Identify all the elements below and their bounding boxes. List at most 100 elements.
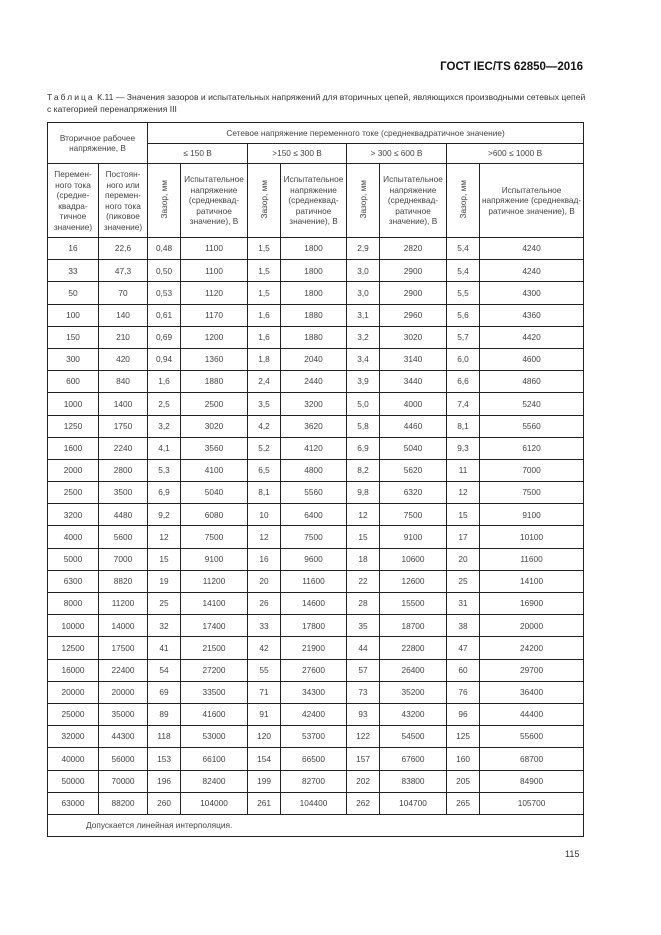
table-cell: 3560: [180, 436, 249, 460]
table-cell: 29700: [479, 658, 585, 682]
table-cell: 6300: [47, 569, 99, 594]
caption-label: Таблица: [47, 92, 95, 102]
table-cell: 89: [147, 702, 182, 727]
table-cell: 2440: [280, 370, 348, 394]
table-cell: 12: [147, 525, 182, 549]
table-cell: 82400: [180, 769, 249, 793]
table-cell: 3440: [379, 370, 448, 394]
table-cell: 3,0: [346, 259, 381, 283]
table-cell: 4000: [379, 392, 448, 416]
table-cell: 9600: [280, 547, 348, 571]
table-cell: 7500: [280, 525, 348, 549]
table-cell: 6,0: [446, 347, 481, 372]
table-cell: 35: [346, 614, 381, 638]
table-cell: 4240: [479, 236, 585, 261]
table-cell: 1170: [180, 303, 249, 327]
table-cell: 5,2: [247, 436, 282, 460]
table-cell: 12: [346, 503, 381, 527]
table-cell: 1,5: [247, 281, 282, 305]
table-cell: 1,6: [247, 325, 282, 349]
table-cell: 300: [47, 347, 99, 372]
table-cell: 96: [446, 702, 481, 727]
table-cell: 1,6: [147, 370, 182, 394]
table-cell: 55600: [479, 725, 585, 749]
header-range-1: ≤ 150 В: [147, 143, 249, 164]
table-cell: 154: [247, 747, 282, 771]
table-row: 6300 8820 19 11200 20 11600 22 12600 25 14100: [47, 569, 585, 594]
table-cell: 1200: [180, 325, 249, 349]
table-cell: 3,4: [346, 347, 381, 372]
gap-label: Зазор, мм: [258, 180, 269, 219]
table-cell: 2,9: [346, 236, 381, 261]
table-cell: 83800: [379, 769, 448, 793]
table-cell: 12: [247, 525, 282, 549]
table-cell: 15500: [379, 591, 448, 616]
table-cell: 68700: [479, 747, 585, 771]
table-cell: 199: [247, 769, 282, 793]
table-cell: 6,9: [147, 481, 182, 505]
table-cell: 1360: [180, 347, 249, 372]
table-cell: 1250: [47, 414, 99, 438]
header-test-4: Испытательное напряжение (среднеквад-рат…: [479, 163, 585, 238]
table-cell: 33500: [180, 680, 249, 704]
table-cell: 2900: [379, 259, 448, 283]
table-cell: 32: [147, 614, 182, 638]
table-row: 2500 3500 6,9 5040 8,1 5560 9,8 6320 12 7500: [47, 481, 585, 505]
table-row: 16000 22400 54 27200 55 27600 57 26400 60 29700: [47, 658, 585, 682]
table-cell: 9,3: [446, 436, 481, 460]
table-cell: 11600: [280, 569, 348, 594]
table-row: 50000 70000 196 82400 199 82700 202 83800 205 849…: [47, 769, 585, 793]
table-row: 63000 88200 260 104000 261 104400 262 104700 265…: [47, 791, 585, 815]
table-cell: 3,9: [346, 370, 381, 394]
page-number: 115: [565, 849, 580, 859]
header-gap-1: Зазор, мм: [147, 163, 182, 238]
table-cell: 120: [247, 725, 282, 749]
table-cell: 7500: [180, 525, 249, 549]
table-cell: 40000: [47, 747, 99, 771]
table-cell: 41: [147, 636, 182, 660]
table-cell: 32000: [47, 725, 99, 749]
table-cell: 17: [446, 525, 481, 549]
table-cell: 3620: [280, 414, 348, 438]
table-cell: 53000: [180, 725, 249, 749]
table-row: 40000 56000 153 66100 154 66500 157 67600 160 687…: [47, 747, 585, 771]
table-cell: 0,50: [147, 259, 182, 283]
table-cell: 20000: [479, 614, 585, 638]
table-cell: 1880: [280, 325, 348, 349]
table-cell: 5,7: [446, 325, 481, 349]
table-cell: 1120: [180, 281, 249, 305]
gap-label: Зазор, мм: [158, 180, 169, 219]
table-cell: 9100: [479, 503, 585, 527]
table-cell: 5000: [47, 547, 99, 571]
table-cell: 18700: [379, 614, 448, 638]
table-cell: 1000: [47, 392, 99, 416]
table-cell: 6320: [379, 481, 448, 505]
table-cell: 261: [247, 791, 282, 815]
table-cell: 2040: [280, 347, 348, 372]
table-cell: 7,4: [446, 392, 481, 416]
table-row: 3200 4480 9,2 6080 10 6400 12 7500 15 9100: [47, 503, 585, 527]
header-gap-2: Зазор, мм: [247, 163, 282, 238]
table-cell: 27600: [280, 658, 348, 682]
table-cell: 4460: [379, 414, 448, 438]
table-row: 32000 44300 118 53000 120 53700 122 54500 125 556…: [47, 725, 585, 749]
table-cell: 69: [147, 680, 182, 704]
table-cell: 14600: [280, 591, 348, 616]
table-cell: 60: [446, 658, 481, 682]
table-cell: 16: [247, 547, 282, 571]
table-cell: 2500: [180, 392, 249, 416]
table-cell: 5560: [280, 481, 348, 505]
table-cell: 15: [446, 503, 481, 527]
table-row: 8000 11200 25 14100 26 14600 28 15500 31 16900: [47, 591, 585, 616]
table-cell: 22: [346, 569, 381, 594]
table-cell: 41600: [180, 702, 249, 727]
table-cell: 4360: [479, 303, 585, 327]
table-cell: 11200: [180, 569, 249, 594]
table-cell: 33: [247, 614, 282, 638]
table-cell: 16900: [479, 591, 585, 616]
table-cell: 3,1: [346, 303, 381, 327]
table-cell: 17400: [180, 614, 249, 638]
table-cell: 265: [446, 791, 481, 815]
table-cell: 25000: [47, 702, 99, 727]
table-row: 4000 5600 12 7500 12 7500 15 9100 17 10100: [47, 525, 585, 549]
